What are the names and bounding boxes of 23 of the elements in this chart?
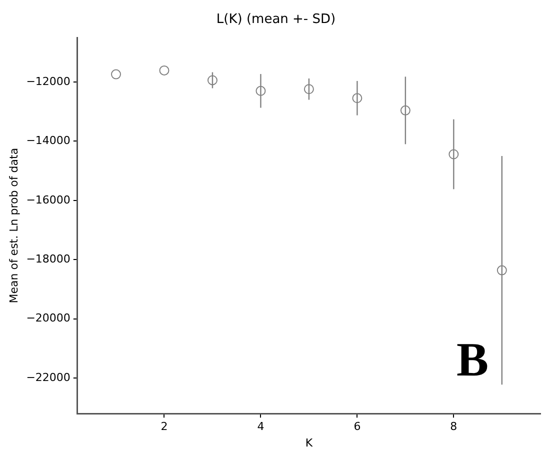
y-tick-label: −18000 bbox=[26, 252, 70, 266]
point bbox=[159, 65, 170, 76]
point bbox=[111, 69, 121, 80]
x-axis-title: K bbox=[305, 436, 314, 450]
point bbox=[256, 86, 266, 96]
x-tick-label: 2 bbox=[160, 420, 168, 434]
chart-title: L(K) (mean +- SD) bbox=[216, 12, 336, 28]
point bbox=[207, 75, 218, 86]
point bbox=[400, 105, 410, 116]
y-axis-title: Mean of est. Ln prob of data bbox=[7, 148, 20, 304]
y-tick-label: −20000 bbox=[26, 312, 70, 325]
point bbox=[448, 149, 459, 160]
point bbox=[496, 265, 507, 276]
point bbox=[304, 84, 314, 94]
point bbox=[352, 93, 362, 104]
x-tick-label: 8 bbox=[450, 420, 458, 434]
x-tick-label: 6 bbox=[354, 420, 361, 434]
y-tick-label: −14000 bbox=[26, 134, 70, 148]
y-tick-label: −16000 bbox=[26, 193, 70, 206]
annotation: B bbox=[456, 334, 488, 387]
x-tick-label: 4 bbox=[257, 420, 264, 434]
y-tick-label: −22000 bbox=[26, 370, 70, 384]
y-tick-label: −12000 bbox=[26, 74, 70, 88]
